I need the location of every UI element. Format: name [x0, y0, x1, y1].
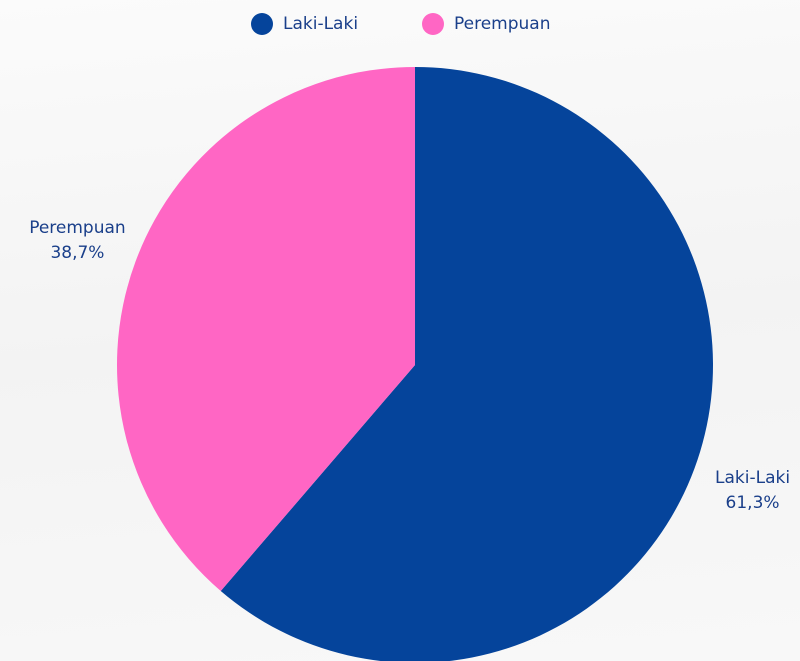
legend-swatch	[422, 13, 444, 35]
slice-value-label: 61,3%	[726, 493, 780, 513]
slice-label: Laki-Laki	[715, 468, 790, 488]
legend-label: Perempuan	[454, 14, 551, 34]
legend-label: Laki-Laki	[283, 14, 358, 34]
slice-label: Perempuan	[29, 218, 126, 238]
legend: Laki-Laki Perempuan	[251, 13, 551, 35]
pie-slice	[117, 67, 415, 591]
pie-slice	[220, 67, 713, 661]
slice-value-label: 38,7%	[50, 243, 104, 263]
legend-swatch	[251, 13, 273, 35]
